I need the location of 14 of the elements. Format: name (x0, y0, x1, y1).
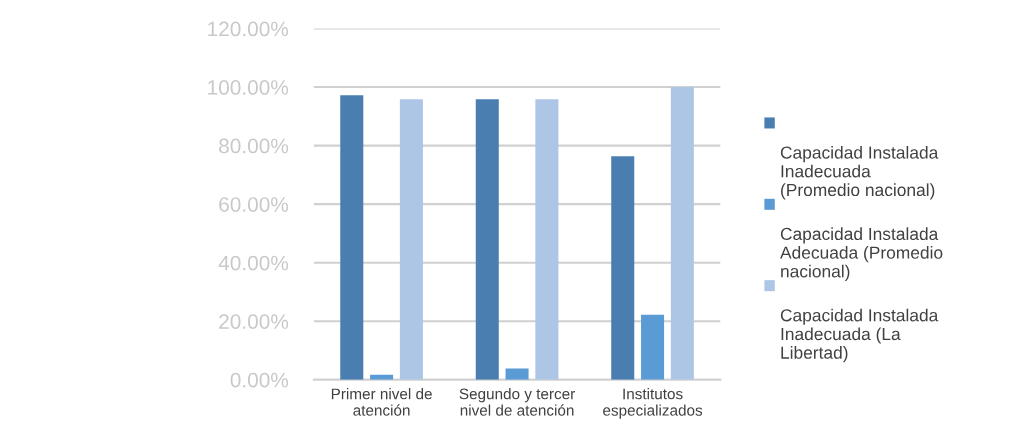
legend-label: Capacidad Instalada Inadecuada (Promedio nacional) (780, 145, 939, 200)
bar (475, 99, 499, 380)
x-tick-label: Primer nivel de atención (331, 388, 432, 416)
bar (670, 87, 694, 380)
bar (641, 314, 665, 380)
x-tick-label: Segundo y tercer nivel de atención (459, 388, 575, 416)
bar (611, 156, 635, 380)
x-tick-label: Institutos especializados (603, 388, 703, 419)
legend-label: Capacidad Instalada Inadecuada (La Libertad) (780, 308, 939, 363)
bar (505, 368, 529, 380)
bar (535, 99, 559, 380)
bar (340, 95, 364, 380)
legend-label: Capacidad Instalada Adecuada (Promedio nacional) (780, 227, 943, 281)
bar (399, 99, 423, 380)
